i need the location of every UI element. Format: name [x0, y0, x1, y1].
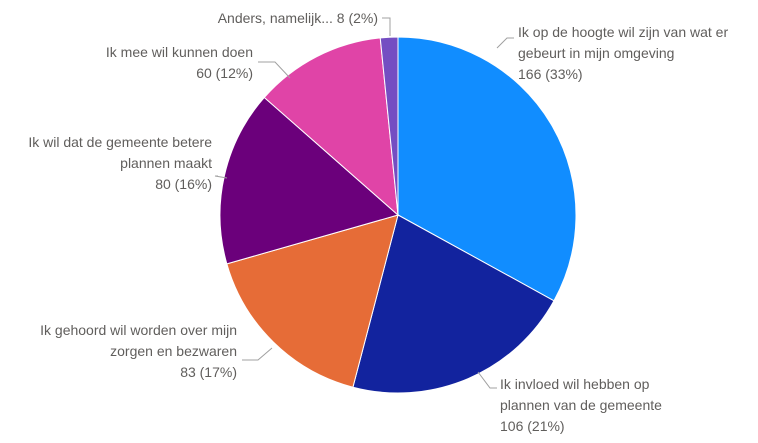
pie-slice	[226, 214, 399, 388]
category-label: Anders, namelijk...	[217, 10, 333, 26]
leader-line	[477, 371, 497, 389]
category-label: Ik wil dat de gemeente betere plannen ma…	[28, 134, 212, 171]
category-label: Ik op de hoogte wil zijn van wat er gebe…	[518, 24, 729, 61]
value-label: 106 (21%)	[500, 418, 565, 434]
pie-slice	[397, 36, 577, 302]
value-label: 8 (2%)	[336, 10, 378, 26]
slice-label: Anders, namelijk... 8 (2%)	[118, 8, 378, 29]
leader-line	[242, 347, 273, 361]
pie-slice	[352, 214, 555, 394]
slice-label: Ik gehoord wil worden over mijn zorgen e…	[22, 320, 237, 383]
leader-line	[382, 17, 391, 36]
pie-slice	[263, 37, 399, 217]
leader-line	[214, 175, 228, 179]
slice-label: Ik mee wil kunnen doen 60 (12%)	[68, 42, 253, 84]
slice-label: Ik invloed wil hebben op plannen van de …	[500, 374, 690, 437]
slice-label: Ik wil dat de gemeente betere plannen ma…	[7, 132, 212, 195]
category-label: Ik gehoord wil worden over mijn zorgen e…	[40, 322, 237, 359]
leader-line	[258, 61, 291, 79]
slice-label: Ik op de hoogte wil zijn van wat er gebe…	[518, 22, 740, 85]
leader-line	[496, 37, 514, 49]
value-label: 60 (12%)	[196, 65, 253, 81]
pie-slice	[379, 36, 399, 216]
value-label: 80 (16%)	[155, 176, 212, 192]
category-label: Ik mee wil kunnen doen	[105, 44, 253, 60]
value-label: 83 (17%)	[180, 364, 237, 380]
pie-slice	[219, 96, 400, 265]
value-label: 166 (33%)	[518, 66, 583, 82]
category-label: Ik invloed wil hebben op plannen van de …	[500, 376, 662, 413]
